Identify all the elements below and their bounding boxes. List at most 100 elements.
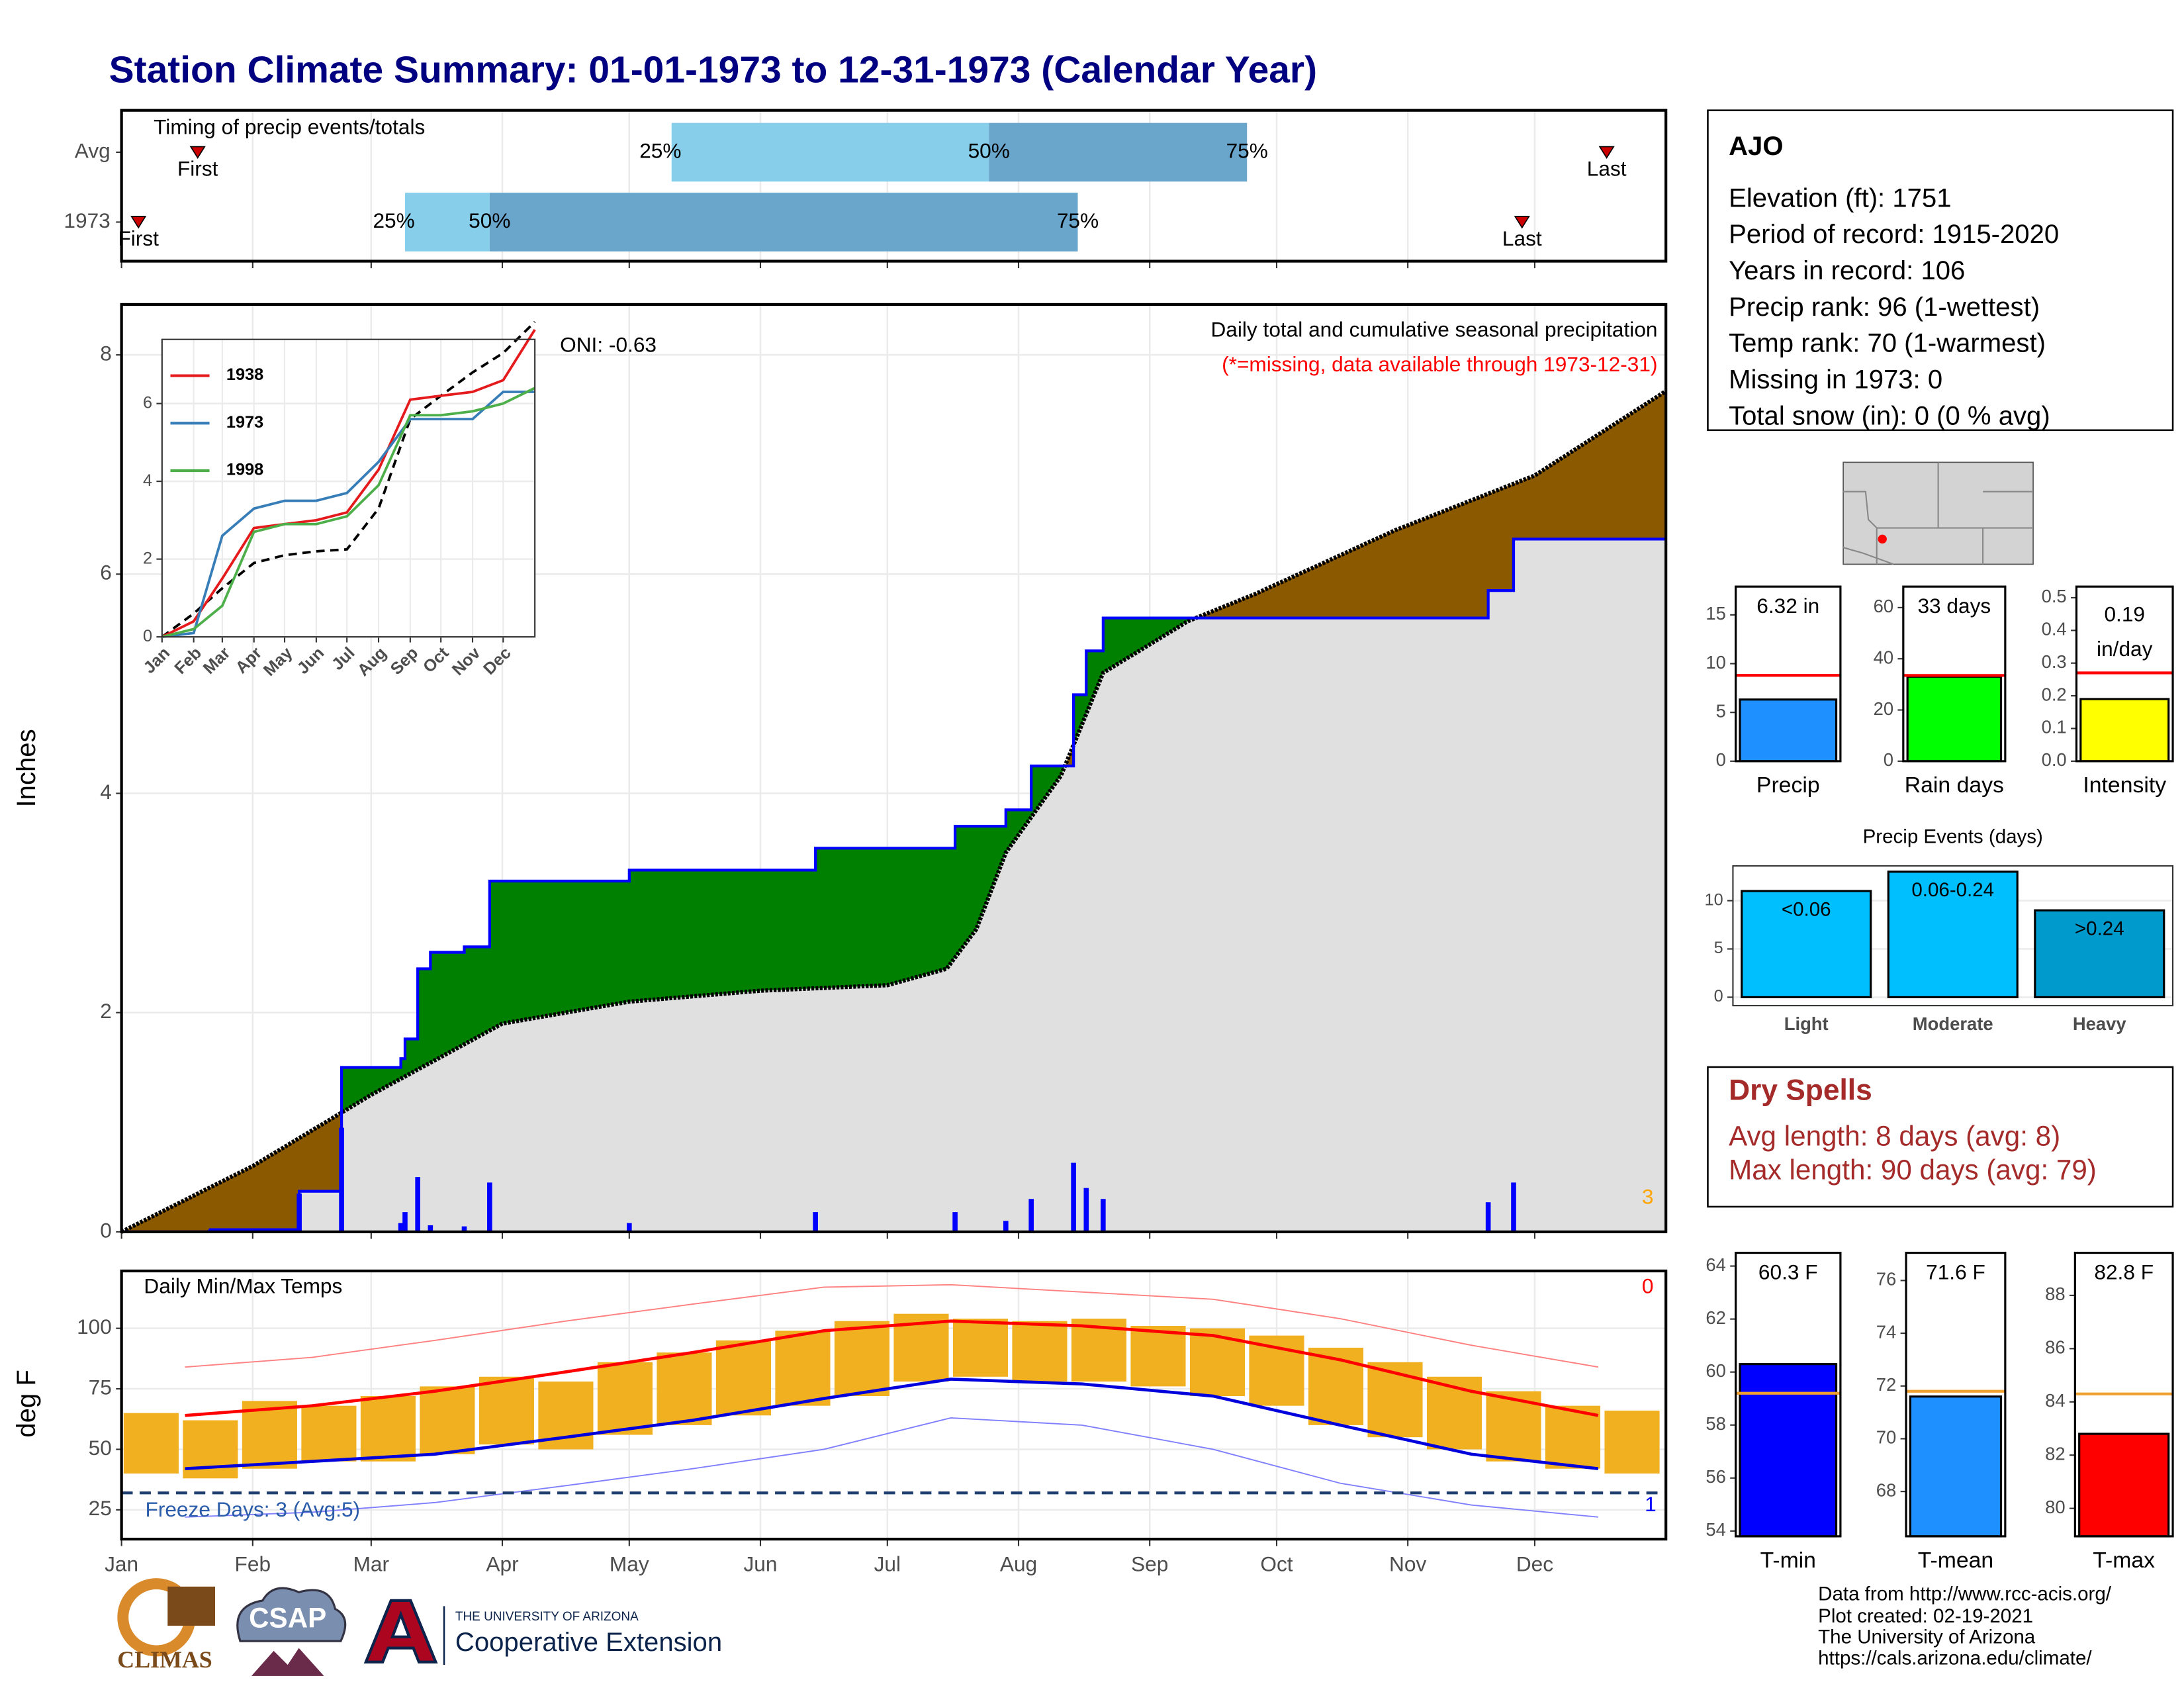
series-line [161,387,535,638]
x-tick-label: Aug [1000,1552,1037,1576]
y-tick-label: 0 [1884,749,1893,770]
record-max-line [185,1284,1599,1368]
y-tick-label: 0.4 [2042,619,2067,639]
timing-bar-light [404,193,490,252]
y-tick-label: 0 [1714,987,1723,1006]
timing-bar-dark [489,193,1078,252]
daily-precip-bar [398,1223,404,1232]
daily-precip-bar [1485,1202,1491,1232]
logo-text: Cooperative Extension [455,1628,722,1657]
daily-precip-bar [1003,1221,1009,1232]
y-tick-label: 15 [1706,603,1725,624]
csap-logo: CSAP [236,1587,347,1676]
bar [1741,890,1872,999]
temp-range-bar [1130,1325,1186,1387]
hot-count: 0 [1642,1274,1654,1298]
y-tick-label: 68 [1876,1479,1896,1500]
credit-line: Plot created: 02-19-2021 [1818,1605,2033,1627]
y-tick-label: 8 [100,341,112,365]
y-tick-label: 56 [1706,1466,1725,1487]
station-line: Missing in 1973: 0 [1729,365,1942,395]
annotation: Daily total and cumulative seasonal prec… [1210,317,1657,341]
y-tick-label: 2 [143,549,152,567]
panel-frame [120,109,1668,263]
x-tick-label: Jul [874,1552,901,1576]
y-tick-label: 88 [2045,1284,2065,1304]
y-tick-label: 60 [1874,596,1893,616]
temp-range-bar [123,1413,179,1474]
temp-range-bar [1426,1376,1482,1450]
y-tick-label: 10 [1705,890,1723,909]
logo-text: THE UNIVERSITY OF ARIZONA [455,1610,639,1624]
station-line: Precip rank: 96 (1-wettest) [1729,293,2040,322]
legend-label: 1998 [226,461,263,479]
temp-range-bar [1249,1335,1304,1406]
x-tick-label: Nov [1389,1552,1426,1576]
daily-precip-bar [402,1212,408,1232]
summary-frame [1735,585,1842,763]
temp-range-bar [1012,1321,1068,1382]
station-line: Elevation (ft): 1751 [1729,183,1951,212]
y-tick-label: 80 [2045,1497,2065,1517]
temp-range-bar [1308,1347,1364,1425]
y-tick-label: 100 [77,1315,112,1338]
value-label: 33 days [1917,594,1991,618]
temp-range-bar [1189,1328,1246,1397]
panel-title: Timing of precip events/totals [154,115,425,138]
bar-chart-title: Precip Events (days) [1863,826,2043,848]
y-tick-label: 75 [89,1375,112,1399]
temp-range-bar [597,1362,653,1435]
freeze-label: Freeze Days: 3 (Avg:5) [146,1497,361,1521]
y-tick-label: 40 [1874,647,1893,667]
y-tick-label: 64 [1706,1254,1725,1275]
station-name: AJO [1729,132,1783,161]
y-tick-label: 0.1 [2042,717,2067,737]
daily-precip-bar [461,1226,467,1232]
panel-frame [120,303,1668,1234]
x-tick-label: Mar [353,1552,389,1576]
timing-marker [1514,216,1530,229]
inset-frame [161,338,536,638]
x-axis-label: T-max [2093,1548,2155,1573]
y-tick-label: 0.3 [2042,651,2067,672]
average-line [120,389,1667,1234]
series-line [161,391,535,638]
x-axis-label: T-min [1760,1548,1816,1573]
x-tick-label: Moderate [1913,1013,1993,1034]
x-tick-label: Oct [1260,1552,1293,1576]
value-label: 82.8 F [2094,1260,2154,1284]
y-tick-label: 5 [1716,700,1726,721]
value-label: 60.3 F [1758,1260,1818,1284]
y-tick-label: 0 [1716,749,1726,770]
bar-label: 0.06-0.24 [1911,879,1994,901]
dry-spells-line: Max length: 90 days (avg: 79) [1729,1154,2097,1185]
summary-frame [1735,1251,1842,1538]
logo-text: CLIMAS [117,1646,212,1673]
marker-label: Last [1587,157,1627,181]
record-min-line [185,1417,1598,1518]
marker-label: Last [1502,226,1542,250]
daily-precip-bar [1101,1199,1106,1232]
timing-marker [189,146,206,160]
value-label: 0.19 in/day [2097,602,2153,661]
y-tick-label: 70 [1876,1427,1896,1448]
x-tick-label: Light [1784,1013,1829,1034]
percent-label: 25% [373,209,414,232]
credit-line: Data from http://www.rcc-acis.org/ [1818,1583,2112,1605]
x-tick-label: Sep [1131,1552,1168,1576]
dry-spells-box [1707,1066,2174,1208]
y-tick-label: 62 [1706,1307,1725,1328]
summary-bar [1739,1363,1838,1538]
daily-precip-bar [428,1225,433,1232]
y-tick-label: 0 [100,1218,112,1242]
corner-count: 3 [1642,1185,1654,1209]
y-tick-label: 58 [1706,1413,1725,1434]
y-tick-label: 10 [1706,652,1725,673]
daily-precip-bar [339,1127,344,1232]
y-tick-label: 6 [143,393,152,412]
temp-range-bar [1367,1362,1423,1438]
temp-range-bar [478,1376,534,1445]
percent-label: 50% [469,209,510,232]
x-axis-label: Rain days [1905,773,2004,798]
